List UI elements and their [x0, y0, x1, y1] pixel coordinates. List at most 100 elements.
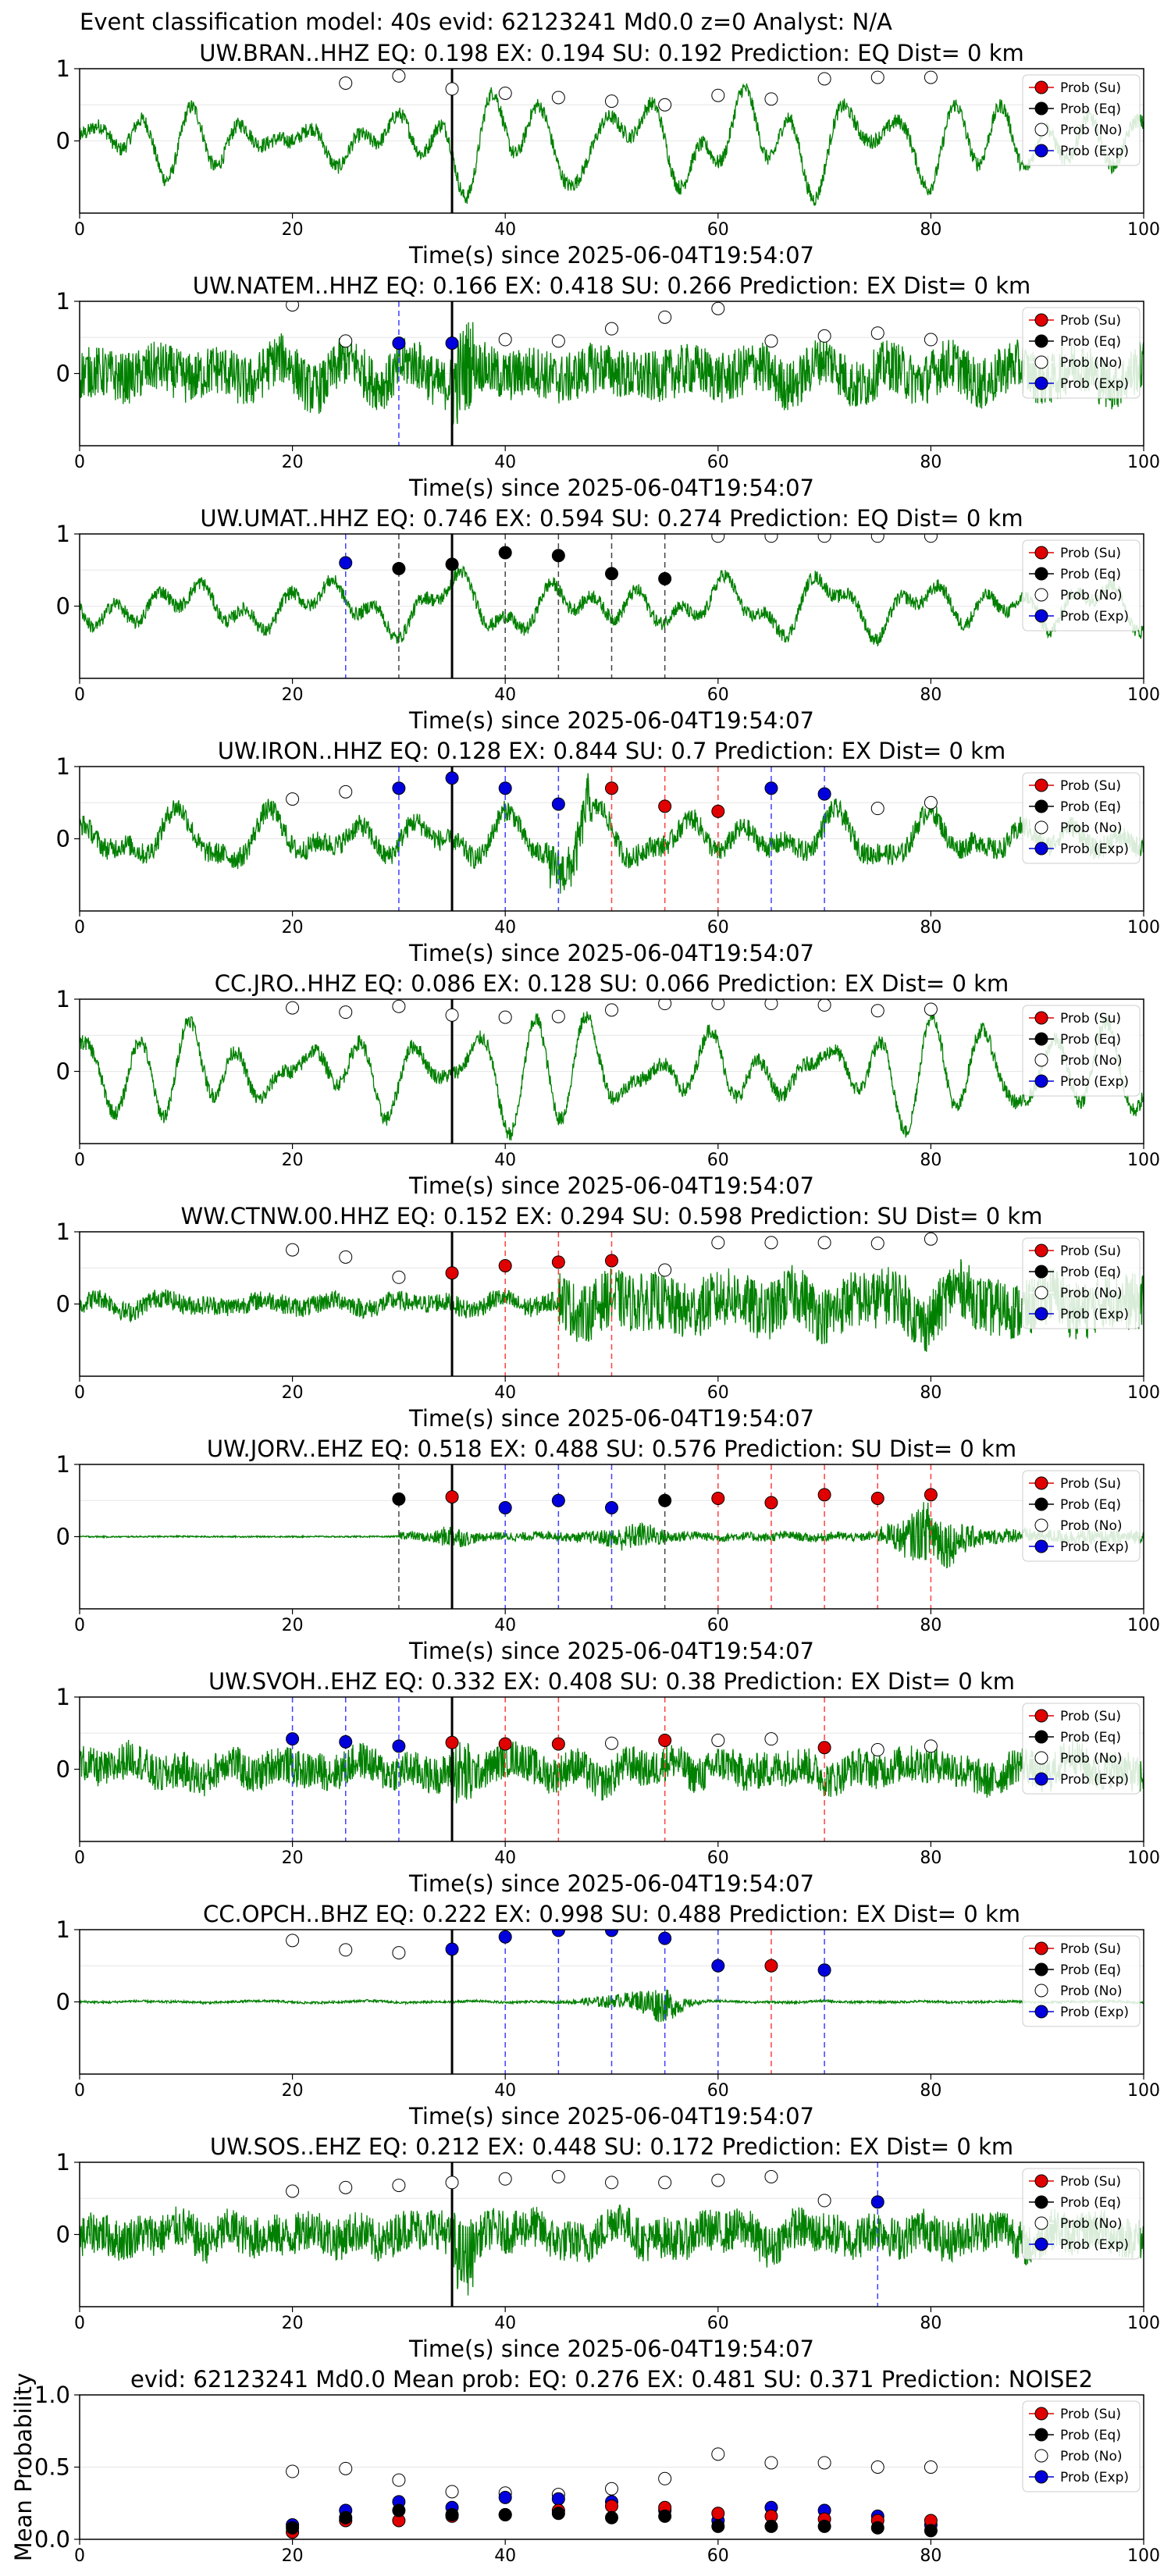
legend-marker-no — [1034, 1053, 1048, 1067]
y-tick-label: 0 — [56, 1524, 70, 1550]
prob-point-no — [339, 785, 353, 799]
y-tick-label: 1 — [56, 2149, 70, 2176]
panel-title: UW.SVOH..EHZ EQ: 0.332 EX: 0.408 SU: 0.3… — [208, 1668, 1015, 1695]
prob-point-no — [711, 301, 725, 315]
legend-marker-eq — [1034, 1032, 1048, 1046]
legend-marker-no — [1034, 2449, 1048, 2463]
prob-point-no — [605, 94, 618, 109]
x-tick-label: 0 — [74, 1151, 85, 1170]
prob-point-no — [764, 1732, 778, 1746]
prob-point-no — [924, 1002, 938, 1016]
prob-point-no — [339, 1250, 353, 1264]
panel-title: UW.NATEM..HHZ EQ: 0.166 EX: 0.418 SU: 0.… — [193, 272, 1030, 299]
x-tick-label: 80 — [920, 918, 941, 938]
legend-label: Prob (No) — [1060, 820, 1123, 836]
prob-point-no — [817, 72, 831, 86]
panel-9: UW.SOS..EHZ EQ: 0.212 EX: 0.448 SU: 0.17… — [56, 2133, 1160, 2362]
x-tick-label: 0 — [74, 685, 85, 705]
legend-marker-eq — [1034, 1730, 1048, 1744]
x-tick-label: 40 — [494, 1616, 516, 1635]
panel-2: UW.UMAT..HHZ EQ: 0.746 EX: 0.594 SU: 0.2… — [56, 505, 1160, 734]
y-axis-label: Mean Probability — [10, 2373, 37, 2562]
x-tick-label: 0 — [74, 1616, 85, 1635]
prob-point-no — [392, 69, 406, 83]
x-tick-label: 0 — [74, 2081, 85, 2101]
waveform-trace — [80, 1989, 1144, 2023]
prob-point-exp — [870, 2195, 884, 2209]
legend-marker-eq — [1034, 2428, 1048, 2442]
panel-6: UW.JORV..EHZ EQ: 0.518 EX: 0.488 SU: 0.5… — [56, 1436, 1160, 1664]
prob-point-su — [605, 1254, 618, 1268]
x-tick-label: 20 — [282, 2314, 304, 2333]
legend-marker-su — [1034, 2174, 1048, 2188]
x-tick-label: 40 — [494, 1848, 516, 1868]
plot-area — [80, 1464, 1144, 1609]
prob-point-exp — [498, 1501, 512, 1514]
legend-label: Prob (Su) — [1060, 1941, 1121, 1957]
prob-point-no — [870, 1004, 884, 1018]
prob-point-no — [286, 1243, 300, 1257]
prob-point-eq — [658, 1493, 672, 1507]
prob-point-no — [764, 92, 778, 106]
waveform-trace — [80, 2204, 1144, 2296]
y-tick-label: 0 — [56, 2222, 70, 2248]
prob-point-exp — [339, 1735, 353, 1749]
prob-point-no — [445, 82, 459, 96]
x-tick-label: 20 — [282, 1383, 304, 1403]
prob-point-no — [817, 534, 831, 543]
waveform-trace — [80, 322, 1144, 425]
legend-label: Prob (Exp) — [1060, 144, 1129, 159]
prob-point-no — [551, 334, 565, 348]
x-tick-label: 0 — [74, 453, 85, 472]
legend-marker-su — [1034, 778, 1048, 792]
prob-point-no — [392, 999, 406, 1013]
legend-marker-su — [1034, 546, 1048, 560]
prob-point-su — [551, 1737, 565, 1751]
legend-label: Prob (Exp) — [1060, 1074, 1129, 1090]
plot-area — [80, 534, 1144, 678]
waveform-trace — [80, 83, 1144, 207]
prob-point-exp — [445, 1942, 459, 1956]
y-tick-label: 1 — [56, 1684, 70, 1710]
legend-marker-eq — [1034, 2195, 1048, 2209]
prob-point-su — [445, 1266, 459, 1280]
legend-label: Prob (No) — [1060, 355, 1123, 371]
prob-point-no — [498, 86, 512, 100]
x-tick-label: 80 — [920, 1616, 941, 1635]
legend-marker-no — [1034, 820, 1048, 834]
legend-marker-exp — [1034, 1539, 1048, 1553]
prob-point-su — [658, 1734, 672, 1747]
prob-point-no — [817, 999, 831, 1012]
legend-label: Prob (Exp) — [1060, 376, 1129, 392]
prob-point-no — [870, 326, 884, 340]
prob-point-su — [817, 1741, 831, 1755]
x-tick-label: 80 — [920, 2314, 941, 2333]
y-tick-label: 1 — [56, 986, 70, 1012]
prob-point-no — [817, 2194, 831, 2208]
prob-point-eq — [392, 1492, 406, 1506]
legend-marker-eq — [1034, 334, 1048, 348]
plot-area — [80, 69, 1144, 213]
prob-point-no — [286, 2184, 300, 2198]
legend-marker-exp — [1034, 2237, 1048, 2251]
panel-title: UW.IRON..HHZ EQ: 0.128 EX: 0.844 SU: 0.7… — [218, 738, 1005, 764]
mean-point-no — [605, 2482, 618, 2496]
prob-point-su — [764, 1959, 778, 1973]
legend-label: Prob (Exp) — [1060, 2005, 1129, 2020]
prob-point-su — [658, 799, 672, 813]
prob-point-exp — [551, 1930, 565, 1937]
x-tick-label: 80 — [920, 220, 941, 240]
legend-box — [1022, 1005, 1141, 1097]
panel-title: evid: 62123241 Md0.0 Mean prob: EQ: 0.27… — [130, 2366, 1093, 2393]
legend-marker-su — [1034, 313, 1048, 327]
prob-point-no — [924, 1739, 938, 1753]
x-tick-label: 60 — [707, 1383, 729, 1403]
x-tick-label: 60 — [707, 1151, 729, 1170]
prob-point-no — [392, 1270, 406, 1284]
mean-point-eq — [817, 2519, 831, 2533]
prob-point-no — [551, 2170, 565, 2183]
prob-point-no — [764, 2170, 778, 2183]
prob-point-exp — [445, 771, 459, 785]
x-axis-label: Time(s) since 2025-06-04T19:54:07 — [408, 1172, 814, 1199]
plot-area — [80, 767, 1144, 911]
